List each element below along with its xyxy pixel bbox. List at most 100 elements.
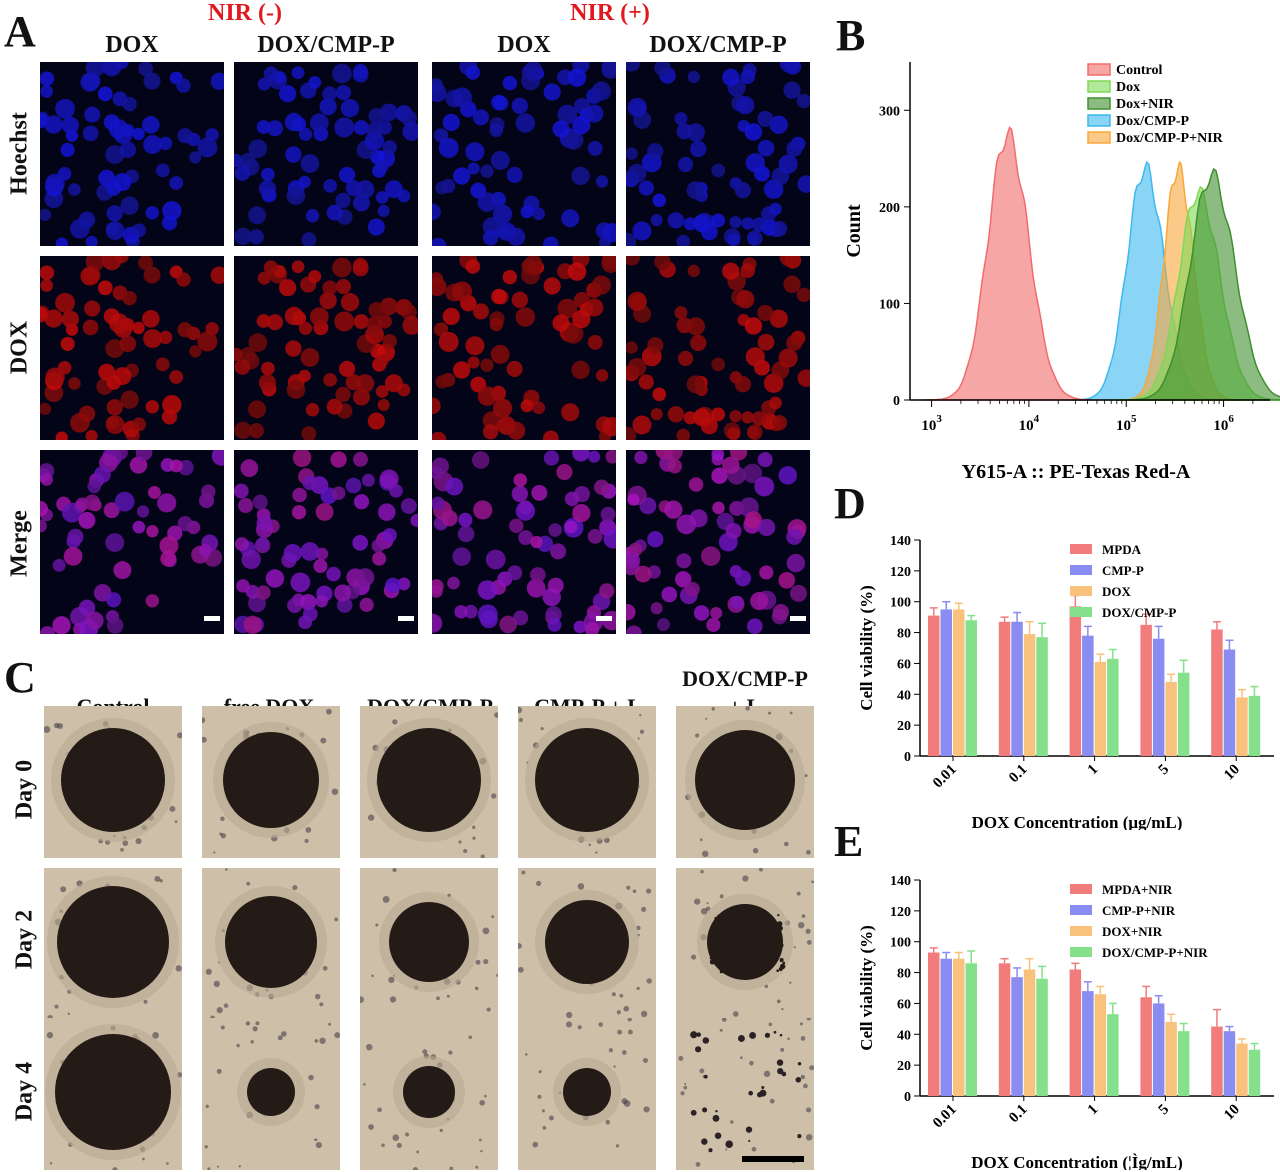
y-axis-label: Count [843,204,865,258]
bar-dox-cmp-p-nir [1177,1031,1190,1096]
y-tick-label: 120 [890,905,911,920]
spheroid-image-day0-4 [518,706,656,858]
histogram-dox-nir [1117,167,1280,401]
y-axis-label: Cell viability (%) [857,925,876,1051]
bar-dox-cmp-p-nir [1036,978,1048,1096]
y-tick-label: 80 [897,967,911,982]
spheroid-image-day2-3 [360,868,498,1020]
y-tick-label: 0 [893,394,900,409]
panel-b-letter: B [836,11,866,60]
bar-mpda [1140,624,1152,756]
bar-cmp-p [1082,635,1094,756]
y-tick-label: 120 [890,565,911,580]
legend-label: Dox/CMP-P [1116,114,1190,129]
x-tick-label: 0.01 [930,762,960,792]
micrograph-dox-4 [626,256,810,440]
bar-mpda-nir [1069,969,1082,1096]
bar-dox [1165,681,1177,756]
col-header-doxcmp-2: DOX/CMP-P [649,32,787,58]
micrograph-hoechst-4 [626,62,810,246]
row-label-dox: DOX [6,320,33,375]
bar-mpda [1211,629,1223,756]
bar-mpda [928,615,940,756]
bar-mpda [1069,606,1082,756]
x-tick-label: 0.1 [1006,762,1031,787]
row-label-day2: Day 2 [11,909,38,970]
x-tick-label: 0.01 [930,1102,960,1132]
panel-e-letter: E [834,817,864,866]
spheroid-image-day4-4 [518,1018,656,1170]
nir-positive-label: NIR (+) [570,0,650,26]
legend-swatch [1070,905,1092,915]
bar-cmp-p [1152,638,1165,756]
y-tick-label: 300 [879,104,900,119]
spheroid-image-day4-3 [360,1018,498,1170]
row-label-day4: Day 4 [11,1061,38,1122]
legend-label: MPDA [1102,542,1142,557]
x-axis-label: DOX Concentration (¦Ìg/mL) [971,1153,1183,1170]
legend-label: Dox [1116,80,1140,95]
x-tick-label: 5 [1156,1102,1173,1119]
panel-c-letter: C [4,653,36,702]
micrograph-merge-1 [40,450,224,634]
bar-cmp-p [1011,621,1023,756]
bar-cmp-p-nir [940,958,952,1096]
spheroid-image-day2-4 [518,868,656,1020]
bar-dox-nir [1165,1021,1177,1096]
legend-label: DOX [1102,584,1132,599]
y-tick-label: 140 [890,874,911,889]
bar-mpda [998,621,1011,756]
y-tick-label: 100 [890,596,911,611]
bar-mpda-nir [998,963,1011,1096]
legend-swatch [1070,544,1092,554]
x-tick-label: 105 [1116,413,1137,434]
legend-label: Dox/CMP-P+NIR [1116,131,1224,146]
y-tick-label: 60 [897,997,911,1012]
micrograph-dox-1 [40,256,224,440]
legend-swatch [1087,97,1111,110]
spheroid-col-dox-cmp-l-line1: DOX/CMP-P [682,666,808,691]
spheroid-image-day0-1 [44,706,182,858]
col-header-doxcmp-1: DOX/CMP-P [257,32,395,58]
micrograph-dox-3 [432,256,616,440]
spheroid-image-day4-2 [202,1018,340,1170]
y-tick-label: 40 [897,688,911,703]
scale-bar [204,616,220,621]
bar-mpda-nir [1140,997,1152,1096]
x-tick-label: 1 [1085,762,1102,779]
y-tick-label: 40 [897,1028,911,1043]
bar-dox-nir [953,958,965,1096]
y-tick-label: 20 [897,1059,911,1074]
bar-dox-cmp-p [1177,672,1190,756]
scale-bar [790,616,806,621]
y-tick-label: 0 [904,750,911,765]
x-axis-label: Y615-A :: PE-Texas Red-A [962,461,1191,483]
legend-label: DOX/CMP-P+NIR [1102,945,1208,960]
viability-chart-e: 0 20 40 60 80 100 120 140 0.01 0.1 1 5 10 Cell viabil… [857,874,1274,1170]
y-axis-label: Cell viability (%) [857,585,876,711]
bar-dox-nir [1023,969,1036,1096]
bar-dox-cmp-p-nir [1107,1014,1119,1096]
legend-swatch [1070,607,1092,617]
bar-dox-cmp-p-nir [965,963,977,1096]
col-header-dox-2: DOX [497,32,551,58]
micrograph-merge-3 [432,450,616,634]
bar-dox [953,609,965,756]
bar-cmp-p-nir [1223,1031,1236,1096]
viability-chart-d: 0 20 40 60 80 100 120 140 0.01 0.1 1 5 10 Cell viabil… [857,534,1274,830]
spheroid-image-day2-1 [44,868,182,1020]
micrograph-hoechst-2 [234,62,418,246]
legend-label: Control [1116,63,1163,78]
bar-dox-nir [1094,994,1107,1096]
y-tick-label: 100 [879,297,900,312]
legend-swatch [1070,884,1092,894]
spheroid-image-day2-2 [202,868,340,1020]
nir-negative-label: NIR (-) [208,0,282,26]
x-tick-label: 104 [1019,413,1040,434]
y-tick-label: 0 [904,1090,911,1105]
micrograph-dox-2 [234,256,418,440]
legend-swatch [1087,114,1111,127]
panel-d-letter: D [834,479,866,528]
y-tick-label: 140 [890,534,911,549]
